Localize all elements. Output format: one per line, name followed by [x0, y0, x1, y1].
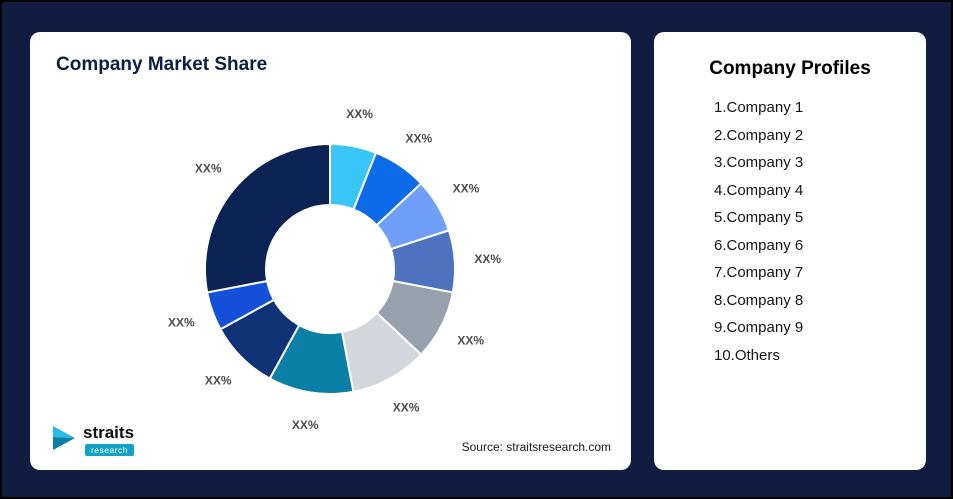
donut-segment-label: XX%: [457, 334, 484, 348]
donut-segment-label: XX%: [346, 107, 373, 121]
profile-list-item: 2.Company 2: [714, 126, 804, 144]
source-text: Source: straitsresearch.com: [461, 440, 611, 454]
profile-list-item: 10.Others: [714, 346, 780, 364]
profile-list-item: 7.Company 7: [714, 264, 804, 281]
market-share-card: Company Market Share XX% XX% XX% XX% XX% XX% X…: [30, 32, 631, 470]
logo-brand: straits: [83, 423, 135, 442]
straits-research-logo: straits research: [52, 423, 135, 456]
chart-title: Company Market Share: [56, 54, 268, 75]
profile-list-item: 9.Company 9: [714, 319, 804, 336]
profile-list-item: 1.Company 1: [714, 99, 804, 116]
profile-list-item: 5.Company 5: [714, 209, 804, 226]
donut-segment: [204, 143, 331, 294]
donut-segment-label: XX%: [168, 316, 195, 330]
profile-list-item: 3.Company 3: [714, 154, 804, 171]
profiles-list: 1.Company 1 2.Company 2 3.Company 3 4.Compa…: [654, 94, 926, 369]
logo-text: straits research: [83, 423, 135, 456]
profile-list-item: 4.Company 4: [714, 181, 804, 199]
donut-segment-label: XX%: [453, 182, 480, 196]
donut-segment-label: XX%: [292, 418, 319, 432]
donut-chart: XX% XX% XX% XX% XX% XX% XX% XX% XX% XX%: [168, 107, 501, 432]
logo-sub-brand: research: [84, 444, 135, 456]
donut-segment-label: XX%: [393, 400, 420, 414]
donut-segment-label: XX%: [205, 374, 232, 388]
profile-list-item: 8.Company 8: [714, 291, 804, 309]
profiles-title: Company Profiles: [709, 58, 871, 79]
company-profiles-card: Company Profiles 1.Company 1 2.Company 2 3…: [654, 32, 926, 470]
donut-segment-label: XX%: [474, 252, 501, 266]
donut-segment-label: XX%: [405, 131, 432, 145]
profile-list-item: 6.Company 6: [714, 236, 804, 254]
donut-segment-label: XX%: [195, 161, 222, 175]
logo-arrow-icon: [52, 425, 76, 456]
